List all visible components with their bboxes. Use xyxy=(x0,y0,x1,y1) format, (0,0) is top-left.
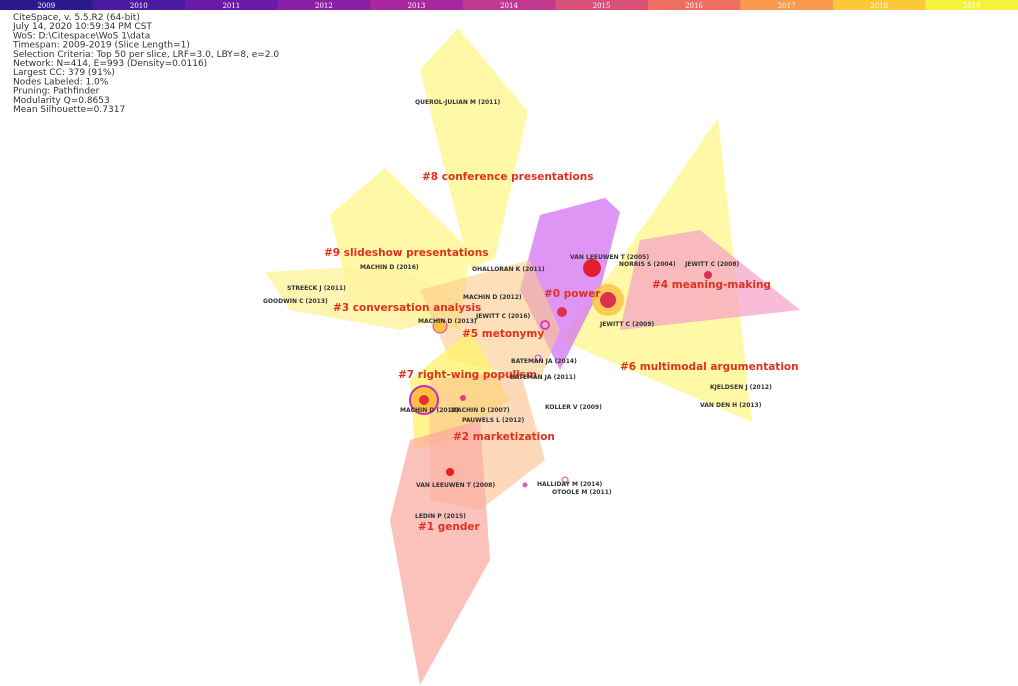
node xyxy=(522,482,528,488)
node-labels: QUEROL-JULIAN M (2011) VAN LEEUWEN T (20… xyxy=(263,99,772,520)
info-line: CiteSpace, v. 5.5.R2 (64-bit) xyxy=(13,13,140,23)
timeline-segment xyxy=(370,0,464,10)
cluster-label: #2 marketization xyxy=(453,431,555,443)
nodes xyxy=(409,259,712,488)
node-label: NORRIS S (2004) xyxy=(619,261,676,268)
info-line: Pruning: Pathfinder xyxy=(13,87,100,97)
timeline-year: 2017 xyxy=(778,2,796,10)
timeline-segment xyxy=(0,0,94,10)
cluster-label: #7 right-wing populism xyxy=(398,369,537,381)
cluster-label: #3 conversation analysis xyxy=(333,302,481,314)
timeline-segment xyxy=(925,0,1018,10)
node-label: JEWITT C (2016) xyxy=(475,313,531,320)
node-label: KOLLER V (2009) xyxy=(545,404,602,411)
info-line: July 14, 2020 10:59:34 PM CST xyxy=(12,22,152,32)
timeline-year: 2016 xyxy=(685,2,703,10)
node-label: KJELDSEN J (2012) xyxy=(710,384,772,391)
area xyxy=(620,230,800,330)
node xyxy=(600,292,616,308)
timeline-year: 2010 xyxy=(130,2,148,10)
timeline-year: 2018 xyxy=(870,2,888,10)
node-label: OTOOLE M (2011) xyxy=(552,489,612,496)
node-label: GOODWIN C (2013) xyxy=(263,298,328,305)
info-line: Modularity Q=0.8653 xyxy=(13,96,110,106)
info-line: Mean Silhouette=0.7317 xyxy=(13,105,125,115)
node xyxy=(557,307,567,317)
cluster-label: #5 metonymy xyxy=(462,328,544,340)
timeline-year: 2019 xyxy=(963,2,981,10)
info-line: Selection Criteria: Top 50 per slice, LR… xyxy=(13,50,279,60)
node xyxy=(432,318,448,334)
info-line: Largest CC: 379 (91%) xyxy=(13,68,115,78)
node-label: OHALLORAN K (2011) xyxy=(472,266,545,273)
node xyxy=(534,354,542,362)
node-label: VAN LEEUWEN T (2008) xyxy=(416,482,495,489)
timeline-segment xyxy=(740,0,834,10)
node xyxy=(540,320,550,330)
cluster-label: #9 slideshow presentations xyxy=(324,247,488,259)
area xyxy=(390,420,490,685)
timeline: 2009 2010 2011 2012 2013 2014 2015 2016 2017 2018… xyxy=(0,0,1018,10)
node-label: LEDIN P (2015) xyxy=(415,513,466,520)
node xyxy=(419,395,429,405)
node xyxy=(704,271,712,279)
node xyxy=(460,395,466,401)
node xyxy=(583,259,601,277)
node-label: MACHIN D (2013) xyxy=(418,318,477,325)
timeline-segment xyxy=(92,0,186,10)
node-label: MACHIN D (2012) xyxy=(463,294,522,301)
cluster-label: #1 gender xyxy=(418,521,481,533)
info: CiteSpace, v. 5.5.R2 (64-bit)July 14, 20… xyxy=(12,13,279,115)
node-label: STREECK J (2011) xyxy=(287,285,346,292)
node-label: MACHIN D (2016) xyxy=(360,264,419,271)
node-label: HALLIDAY M (2014) xyxy=(537,481,603,488)
area xyxy=(265,265,460,330)
node-label: MACHIN D (2012) xyxy=(400,407,459,414)
node-label: BATEMAN JA (2014) xyxy=(511,358,577,365)
node xyxy=(561,476,569,484)
timeline-year: 2014 xyxy=(500,2,518,10)
timeline-segment xyxy=(832,0,926,10)
info-line: WoS: D:\Citespace\WoS 1\data xyxy=(13,31,150,41)
info-line: Network: N=414, E=993 (Density=0.0116) xyxy=(13,59,207,69)
cluster-areas xyxy=(265,28,800,685)
info-line: Nodes Labeled: 1.0% xyxy=(13,77,109,87)
timeline-year: 2013 xyxy=(408,2,426,10)
timeline-year: 2015 xyxy=(593,2,611,10)
timeline-year: 2009 xyxy=(37,2,55,10)
cluster-label: #8 conference presentations xyxy=(422,171,593,183)
node-label: PAUWELS L (2012) xyxy=(462,417,524,424)
node-label: JEWITT C (2008) xyxy=(684,261,740,268)
node-label: BATEMAN JA (2011) xyxy=(510,374,576,381)
node xyxy=(446,468,454,476)
node-label: QUEROL-JULIAN M (2011) xyxy=(415,99,501,106)
timeline-year: 2011 xyxy=(222,2,240,10)
timeline-segment xyxy=(462,0,556,10)
timeline-segment xyxy=(647,0,741,10)
node-label: VAN DEN H (2013) xyxy=(700,402,762,409)
area xyxy=(420,28,528,270)
timeline-segment xyxy=(555,0,649,10)
cluster-label: #0 power xyxy=(544,288,601,300)
timeline-segment xyxy=(277,0,371,10)
timeline-segment xyxy=(185,0,279,10)
info-line: Timespan: 2009-2019 (Slice Length=1) xyxy=(12,41,190,51)
node-label: VAN LEEUWEN T (2005) xyxy=(570,254,649,261)
timeline-year: 2012 xyxy=(315,2,333,10)
node-label: MACHIN D (2007) xyxy=(451,407,510,414)
cluster-label: #4 meaning-making xyxy=(652,279,771,291)
node-label: JEWITT C (2009) xyxy=(599,321,655,328)
cluster-label: #6 multimodal argumentation xyxy=(620,361,799,373)
